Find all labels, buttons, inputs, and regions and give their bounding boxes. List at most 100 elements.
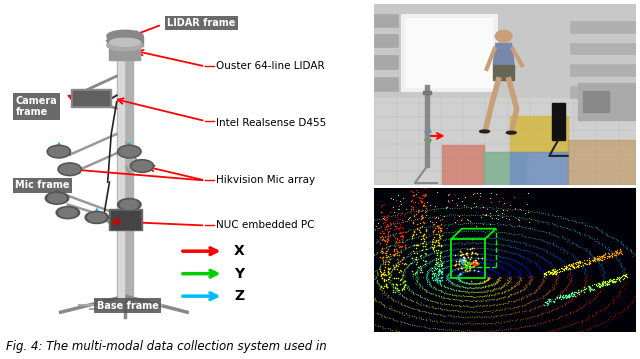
Point <box>621 243 631 249</box>
Point <box>512 232 522 238</box>
Point <box>563 262 573 268</box>
Point <box>479 279 489 285</box>
Point <box>449 262 459 268</box>
Point <box>520 334 530 339</box>
Point <box>357 279 367 285</box>
Point <box>376 273 387 279</box>
Point <box>570 256 580 262</box>
Point <box>385 251 395 257</box>
Point <box>431 214 441 220</box>
Point <box>356 316 367 322</box>
Point <box>637 283 640 288</box>
Point <box>538 219 548 225</box>
Point <box>612 274 622 280</box>
Point <box>543 240 553 246</box>
Point <box>472 315 483 321</box>
Point <box>453 213 463 218</box>
Point <box>552 334 563 340</box>
Point <box>437 289 447 294</box>
Point <box>573 307 584 313</box>
Point <box>477 252 488 257</box>
Point <box>376 312 386 317</box>
Point <box>399 269 410 274</box>
Point <box>609 314 619 320</box>
Point <box>468 246 478 252</box>
Point <box>578 327 588 333</box>
Point <box>520 216 530 222</box>
Point <box>477 221 488 227</box>
Point <box>492 270 502 276</box>
Point <box>447 269 458 274</box>
Point <box>399 284 409 289</box>
Point <box>521 235 531 241</box>
Point <box>496 222 506 228</box>
Ellipse shape <box>85 211 109 224</box>
Point <box>467 260 477 266</box>
Point <box>552 295 562 300</box>
Point <box>568 291 578 297</box>
Point <box>440 265 450 271</box>
Point <box>411 276 421 282</box>
Point <box>488 337 498 342</box>
Point <box>416 302 426 308</box>
Point <box>425 252 435 257</box>
Point <box>501 249 511 255</box>
Point <box>418 233 428 239</box>
Point <box>381 281 391 287</box>
Point <box>444 242 454 248</box>
Point <box>399 257 409 263</box>
Point <box>609 250 619 256</box>
Point <box>566 291 576 297</box>
Point <box>452 337 462 342</box>
Point <box>356 273 367 279</box>
Point <box>477 328 487 334</box>
Point <box>473 205 483 211</box>
Point <box>406 289 416 295</box>
Point <box>497 236 507 242</box>
Point <box>459 285 469 290</box>
Point <box>500 230 510 236</box>
Point <box>417 224 428 229</box>
Point <box>615 246 625 252</box>
Point <box>376 224 387 230</box>
Point <box>482 272 492 278</box>
Point <box>323 311 333 316</box>
Point <box>464 294 474 299</box>
Point <box>482 261 492 267</box>
Point <box>520 316 531 322</box>
Point <box>436 206 446 211</box>
Point <box>439 290 449 296</box>
Point <box>559 215 569 221</box>
Point <box>464 205 474 210</box>
Point <box>485 267 495 272</box>
Point <box>490 191 500 197</box>
Point <box>389 227 399 232</box>
Point <box>522 293 532 299</box>
Point <box>638 271 640 277</box>
Point <box>319 265 329 271</box>
Point <box>481 213 492 219</box>
Point <box>459 269 469 275</box>
Point <box>380 261 390 267</box>
Point <box>396 230 406 236</box>
Point <box>443 276 453 282</box>
Point <box>385 220 395 225</box>
Point <box>553 223 563 229</box>
Point <box>301 284 312 289</box>
Point <box>423 253 433 258</box>
Point <box>521 282 531 288</box>
Point <box>538 211 548 216</box>
Point <box>590 293 600 298</box>
Point <box>548 232 558 238</box>
Point <box>570 261 580 267</box>
Point <box>531 260 541 265</box>
Point <box>456 298 467 304</box>
Point <box>461 294 471 299</box>
Point <box>415 180 426 185</box>
Point <box>621 279 632 284</box>
Point <box>413 277 423 283</box>
Point <box>471 299 481 304</box>
Point <box>470 260 480 266</box>
Point <box>490 292 500 297</box>
Point <box>465 263 476 269</box>
